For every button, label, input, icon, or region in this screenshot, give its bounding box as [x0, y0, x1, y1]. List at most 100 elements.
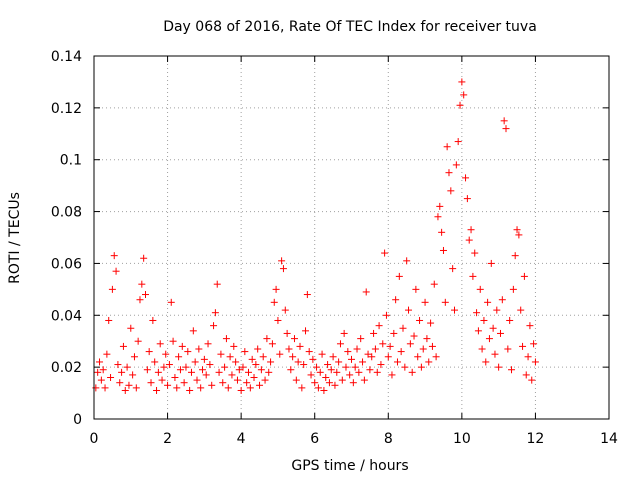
data-point	[353, 345, 361, 353]
data-point	[265, 368, 273, 376]
data-point	[276, 350, 284, 358]
data-point	[460, 91, 468, 99]
data-point	[119, 342, 127, 350]
data-point	[94, 368, 102, 376]
data-point	[421, 298, 429, 306]
data-point	[108, 285, 116, 293]
data-point	[436, 202, 444, 210]
data-point	[495, 363, 503, 371]
data-point	[261, 376, 269, 384]
data-point	[149, 316, 157, 324]
y-axis-label: ROTI / TECUs	[7, 192, 23, 284]
data-point	[311, 379, 319, 387]
data-point	[110, 252, 118, 260]
data-point	[281, 306, 289, 314]
data-point	[469, 272, 477, 280]
data-point	[485, 335, 493, 343]
data-point	[267, 358, 275, 366]
data-point	[184, 348, 192, 356]
axis-ticks	[93, 55, 610, 420]
data-point	[320, 386, 328, 394]
data-point	[432, 353, 440, 361]
data-point	[204, 340, 212, 348]
data-point	[331, 381, 339, 389]
data-point	[279, 265, 287, 273]
data-point	[101, 384, 109, 392]
x-tick-label: 10	[453, 431, 471, 447]
data-point	[463, 195, 471, 203]
data-point	[355, 368, 363, 376]
data-point	[243, 379, 251, 387]
data-point	[283, 329, 291, 337]
data-point	[132, 384, 140, 392]
data-point	[498, 296, 506, 304]
data-point	[164, 381, 172, 389]
data-point	[393, 358, 401, 366]
data-point	[208, 381, 216, 389]
x-tick-label: 8	[384, 431, 393, 447]
data-point	[456, 101, 464, 109]
data-point	[405, 306, 413, 314]
data-point	[416, 316, 424, 324]
data-point	[160, 363, 168, 371]
data-point	[206, 361, 214, 369]
data-point	[274, 316, 282, 324]
data-point	[335, 358, 343, 366]
data-point	[256, 381, 264, 389]
data-point	[399, 324, 407, 332]
data-point	[123, 363, 131, 371]
data-point	[480, 316, 488, 324]
data-point	[412, 285, 420, 293]
data-point	[474, 327, 482, 335]
data-point	[451, 306, 458, 314]
data-point	[210, 322, 218, 330]
data-point	[313, 363, 321, 371]
data-point	[447, 187, 455, 195]
data-point	[427, 319, 435, 327]
data-point	[500, 117, 508, 125]
data-point	[97, 376, 105, 384]
data-point	[508, 366, 516, 374]
data-point	[375, 322, 383, 330]
data-point	[158, 376, 166, 384]
data-point	[340, 329, 348, 337]
data-point	[127, 324, 135, 332]
data-point	[263, 335, 271, 343]
data-point	[296, 342, 304, 350]
data-point	[484, 298, 492, 306]
data-point	[316, 368, 324, 376]
data-point	[329, 353, 337, 361]
data-point	[515, 231, 523, 239]
data-point	[217, 350, 225, 358]
y-tick-labels: 0 0.02 0.04 0.06 0.08 0.1 0.12 0.14	[51, 49, 82, 428]
data-point	[140, 254, 148, 262]
data-point	[130, 353, 138, 361]
data-point	[519, 342, 527, 350]
data-point	[517, 306, 525, 314]
data-point	[342, 363, 350, 371]
data-point	[496, 329, 504, 337]
data-point	[143, 366, 151, 374]
data-point	[471, 249, 479, 257]
y-tick-label: 0.02	[51, 360, 82, 376]
data-point	[439, 246, 447, 254]
data-point	[197, 384, 205, 392]
data-point	[373, 368, 381, 376]
data-point	[237, 386, 245, 394]
data-point	[125, 381, 133, 389]
data-point	[228, 371, 236, 379]
data-point	[441, 298, 449, 306]
data-point	[147, 379, 155, 387]
data-point	[232, 358, 240, 366]
data-point	[502, 125, 510, 133]
data-point	[180, 379, 188, 387]
data-point	[241, 348, 249, 356]
data-point	[169, 337, 177, 345]
data-point	[368, 353, 376, 361]
data-point	[167, 298, 175, 306]
data-point	[278, 257, 286, 265]
data-point	[268, 340, 276, 348]
data-point	[165, 361, 173, 369]
data-point	[458, 78, 466, 86]
